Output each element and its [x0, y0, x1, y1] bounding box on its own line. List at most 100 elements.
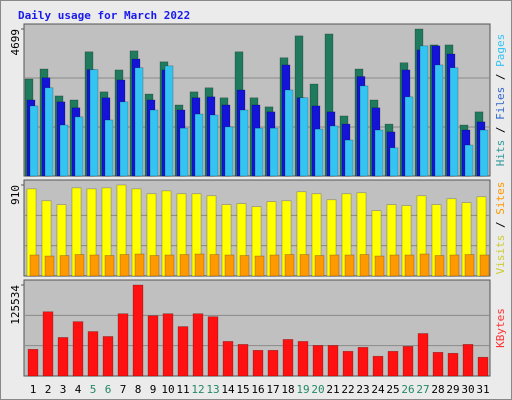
bar — [477, 356, 489, 377]
x-tick-label: 17 — [266, 383, 279, 396]
bar — [179, 127, 189, 177]
bar — [342, 350, 354, 377]
bar — [59, 255, 70, 277]
x-tick-label: 18 — [281, 383, 294, 396]
bar — [254, 127, 264, 177]
bar — [104, 255, 115, 277]
bar — [224, 254, 235, 277]
bar — [194, 113, 204, 177]
x-tick-label: 7 — [120, 383, 127, 396]
bar — [224, 126, 234, 177]
x-tick-label: 22 — [341, 383, 354, 396]
bar — [314, 255, 325, 277]
bar — [27, 349, 39, 377]
bar — [462, 344, 474, 377]
bar — [389, 254, 400, 277]
legend-entry: Hits — [494, 140, 507, 167]
bar — [449, 67, 459, 177]
bar — [447, 352, 459, 377]
bar — [119, 254, 130, 277]
bar — [404, 254, 415, 277]
legend-separator: / — [494, 120, 507, 140]
bar — [464, 254, 475, 277]
x-tick-label: 10 — [161, 383, 174, 396]
x-tick-label: 31 — [476, 383, 489, 396]
bar — [254, 255, 265, 277]
legend-separator: / — [494, 215, 507, 235]
bar — [269, 254, 280, 277]
x-tick-label: 24 — [371, 383, 385, 396]
bar — [419, 45, 429, 177]
bar — [102, 336, 114, 377]
bar — [312, 345, 324, 377]
bar — [132, 284, 144, 377]
bar — [387, 350, 399, 377]
bar — [327, 345, 339, 377]
bar — [87, 331, 99, 377]
bar — [269, 127, 279, 177]
bar — [89, 69, 99, 177]
bar — [164, 254, 175, 277]
bar — [479, 254, 490, 277]
bar — [432, 351, 444, 377]
bar — [89, 254, 100, 277]
bar — [299, 97, 309, 177]
bar — [117, 313, 129, 377]
y-tick-label: 125534 — [9, 285, 22, 325]
bar — [404, 96, 414, 177]
legend-entry: Files — [494, 87, 507, 120]
x-tick-label: 9 — [150, 383, 157, 396]
bar — [299, 254, 310, 277]
bar — [209, 254, 220, 277]
bar — [147, 315, 159, 377]
bar — [434, 64, 444, 177]
bar — [359, 85, 369, 177]
bar — [479, 129, 489, 177]
bar — [222, 341, 234, 377]
bar — [57, 337, 69, 377]
bar — [284, 254, 295, 277]
bar — [357, 347, 369, 377]
bar — [29, 105, 39, 177]
bar — [252, 349, 264, 377]
legend-entry: Sites — [494, 182, 507, 215]
x-tick-label: 30 — [461, 383, 474, 396]
x-tick-label: 2 — [45, 383, 52, 396]
x-tick-label: 21 — [326, 383, 339, 396]
bar — [449, 254, 460, 277]
x-tick-label: 23 — [356, 383, 369, 396]
y-tick-label: 910 — [9, 185, 22, 205]
legend-entry: Visits — [494, 235, 507, 275]
bar — [104, 119, 114, 177]
x-tick-label: 25 — [386, 383, 399, 396]
bar — [149, 109, 159, 177]
x-tick-label: 16 — [251, 383, 264, 396]
bar — [29, 254, 40, 277]
bar — [389, 147, 399, 177]
bar — [417, 333, 429, 377]
x-tick-label: 29 — [446, 383, 459, 396]
bar — [134, 67, 144, 177]
bar — [44, 255, 55, 277]
x-tick-label: 12 — [191, 383, 204, 396]
legend: Visits / Sites — [494, 182, 507, 275]
x-tick-label: 13 — [206, 383, 219, 396]
bar — [164, 65, 174, 177]
x-tick-label: 8 — [135, 383, 142, 396]
bar — [149, 255, 160, 277]
x-tick-label: 20 — [311, 383, 324, 396]
bar — [314, 128, 324, 177]
bar — [282, 339, 294, 377]
bar — [297, 341, 309, 377]
x-tick-label: 26 — [401, 383, 414, 396]
bar — [177, 326, 189, 377]
bar — [237, 344, 249, 377]
x-tick-label: 19 — [296, 383, 309, 396]
bar — [119, 101, 129, 177]
x-tick-label: 5 — [90, 383, 97, 396]
bar — [284, 89, 294, 177]
x-tick-label: 1 — [30, 383, 37, 396]
bar — [374, 129, 384, 177]
bar — [267, 349, 279, 377]
